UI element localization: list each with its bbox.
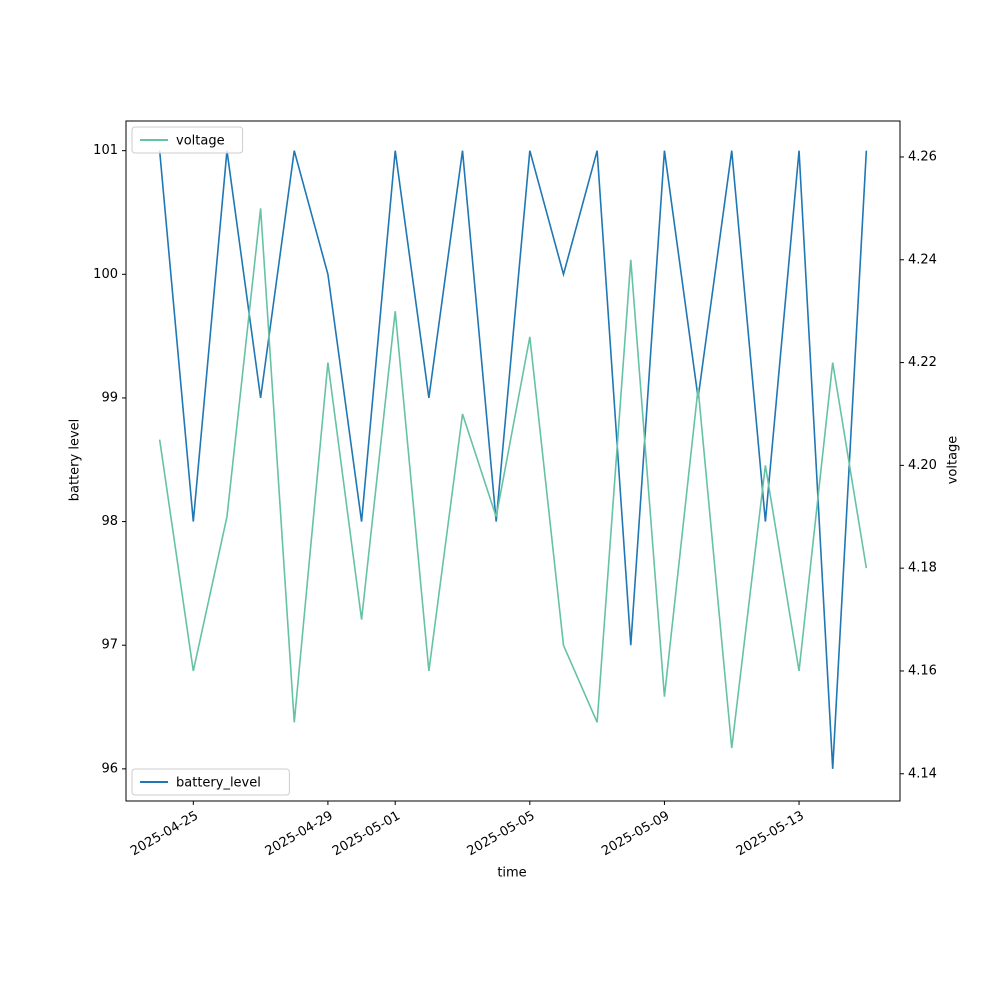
x-axis-label: time [497, 866, 526, 881]
y2-axis-label: voltage [946, 436, 961, 485]
y-axis-label: battery level [68, 419, 83, 502]
series-line [158, 150, 868, 769]
series-line [158, 208, 868, 749]
y2-tick-label: 4.24 [908, 252, 937, 267]
legend-label: voltage [176, 134, 225, 149]
y2-tick-label: 4.18 [908, 561, 937, 576]
plot-frame [125, 120, 901, 802]
y2-tick-label: 4.26 [908, 149, 937, 164]
y-tick-label: 100 [93, 267, 118, 282]
y-tick-label: 96 [101, 761, 118, 776]
y2-tick-label: 4.16 [908, 663, 937, 678]
y2-tick-label: 4.14 [908, 766, 937, 781]
y-tick-label: 99 [101, 390, 118, 405]
y-tick-label: 97 [101, 638, 118, 653]
legend-label: battery_level [176, 776, 261, 791]
y-tick-label: 98 [101, 514, 118, 529]
legend: battery_level [131, 768, 290, 796]
y2-tick-label: 4.22 [908, 355, 937, 370]
y2-tick-label: 4.20 [908, 458, 937, 473]
legend-box [131, 126, 244, 154]
y-tick-label: 101 [93, 143, 118, 158]
legend-box [131, 768, 290, 796]
legend: voltage [131, 126, 244, 154]
